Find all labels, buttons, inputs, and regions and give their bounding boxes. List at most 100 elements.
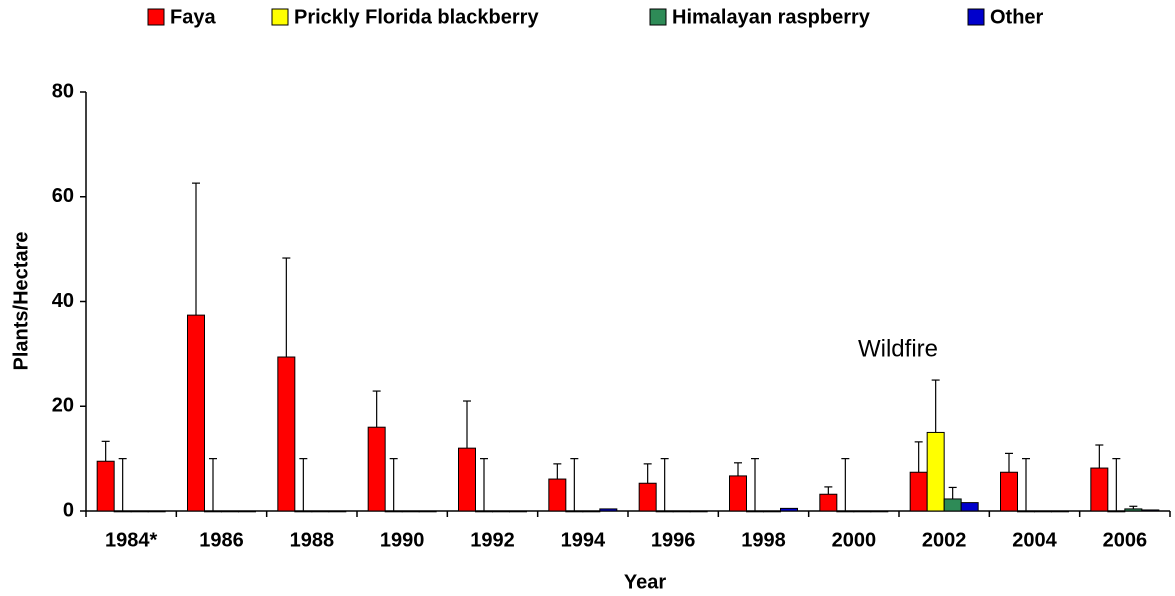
bar (221, 510, 239, 513)
x-tick-label: 2000 (832, 529, 877, 551)
x-tick-label: 2002 (922, 529, 967, 551)
error-bar (660, 458, 669, 511)
error-bar (480, 458, 488, 511)
bar (655, 510, 674, 513)
error-bar (643, 463, 652, 484)
error-bar (1095, 444, 1104, 469)
x-tick-label: 1984* (105, 529, 157, 551)
bar (1141, 509, 1160, 512)
error-bar (372, 390, 381, 428)
bar (638, 482, 657, 512)
bar (960, 502, 979, 512)
bar (311, 510, 330, 513)
error-bar (209, 458, 217, 511)
error-bar (101, 440, 110, 462)
legend-swatch (147, 8, 165, 26)
error-bar (570, 458, 579, 511)
annotation: Wildfire (858, 335, 938, 362)
x-tick-label: 2004 (1012, 529, 1057, 551)
y-tick-label: 60 (52, 185, 74, 207)
bar (565, 510, 584, 513)
bar (458, 447, 476, 512)
bar (746, 510, 764, 513)
x-tick-label: 1986 (199, 529, 244, 551)
bar (328, 510, 347, 513)
bar (870, 510, 889, 513)
x-tick-label: 1988 (290, 529, 335, 551)
bar (780, 507, 798, 512)
bar (384, 510, 403, 513)
error-bar (1112, 458, 1121, 511)
x-tick-label: 1992 (470, 529, 515, 551)
error-bar (948, 486, 957, 499)
bar (943, 498, 962, 512)
error-bar (824, 486, 833, 495)
legend-swatch (649, 8, 667, 26)
error-bar (931, 379, 940, 433)
error-bar (751, 458, 759, 511)
bar (909, 471, 928, 512)
bar (1051, 510, 1069, 513)
error-bar (1129, 505, 1138, 509)
x-tick-label: 2006 (1103, 529, 1148, 551)
bar (294, 510, 313, 513)
bar (187, 314, 205, 512)
error-bar (914, 441, 923, 473)
error-bar (841, 458, 850, 511)
bar (582, 510, 601, 513)
y-tick-label: 20 (52, 395, 74, 417)
bar (853, 510, 872, 513)
error-bar (389, 458, 398, 511)
bar (1124, 508, 1143, 512)
bar (1000, 471, 1018, 512)
legend-swatch (271, 8, 289, 26)
error-bar (734, 462, 742, 476)
bar (147, 510, 166, 513)
legend-swatch (967, 8, 985, 26)
y-axis-label: Plants/Hectare (10, 232, 32, 371)
bar (599, 508, 618, 512)
bar (1017, 510, 1035, 513)
y-tick-label: 40 (52, 290, 74, 312)
error-bar (1022, 458, 1030, 511)
legend-label: Other (990, 6, 1044, 28)
x-tick-label: 1998 (741, 529, 786, 551)
bar (1034, 510, 1052, 513)
error-bar (1005, 452, 1013, 473)
error-bar (192, 182, 200, 316)
bar (926, 431, 945, 512)
bar (672, 510, 691, 513)
bar (238, 510, 256, 513)
legend-label: Himalayan raspberry (672, 6, 871, 28)
x-tick-label: 1996 (651, 529, 696, 551)
bar (130, 510, 149, 513)
bar (689, 510, 708, 513)
bar (204, 510, 222, 513)
bar (277, 356, 296, 512)
y-tick-label: 80 (52, 80, 74, 102)
bar (418, 510, 437, 513)
error-bar (118, 458, 127, 511)
bar (401, 510, 420, 513)
legend-label: Faya (170, 6, 216, 28)
y-tick-label: 0 (63, 499, 74, 521)
bar (492, 510, 510, 513)
bar (1107, 510, 1126, 513)
error-bar (282, 257, 291, 358)
x-tick-label: 1990 (380, 529, 425, 551)
bar (729, 475, 747, 512)
bar (763, 510, 781, 513)
bar (509, 510, 527, 513)
bar (475, 510, 493, 513)
x-axis-label: Year (624, 571, 666, 593)
bar (367, 426, 386, 512)
legend-label: Prickly Florida blackberry (294, 6, 539, 28)
error-bar (463, 400, 471, 449)
bar (836, 510, 855, 513)
x-tick-label: 1994 (561, 529, 606, 551)
bar (113, 510, 132, 513)
error-bar (299, 458, 308, 511)
bar (96, 460, 115, 512)
bar (1090, 467, 1109, 512)
